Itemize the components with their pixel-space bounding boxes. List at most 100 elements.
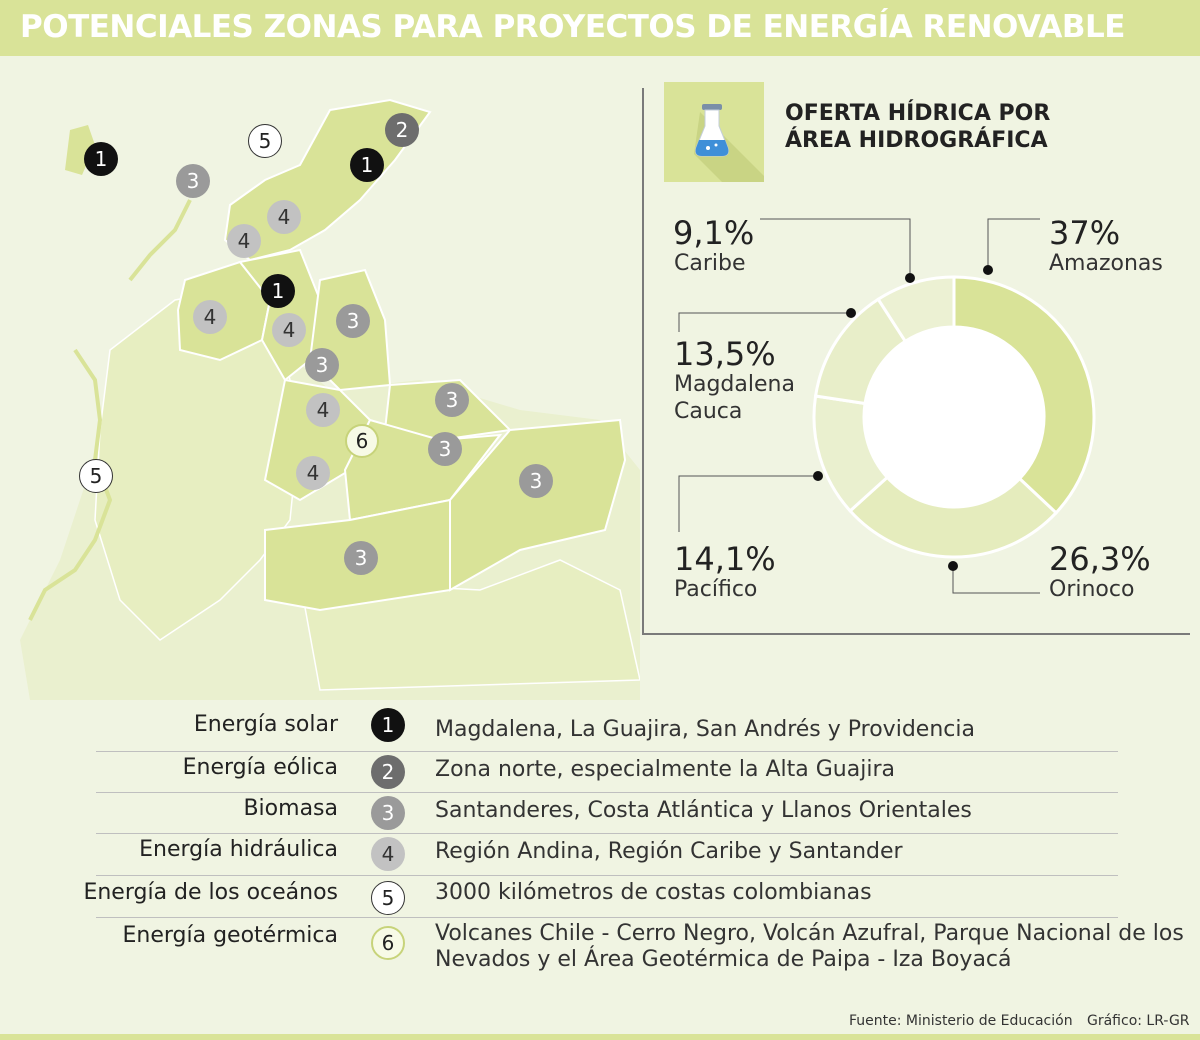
map-marker-biomasa: 3 (519, 464, 553, 498)
map-marker-oceanos: 5 (79, 459, 113, 493)
title-bar: POTENCIALES ZONAS PARA PROYECTOS DE ENER… (0, 0, 1200, 56)
legend-row-solar: Energía solar 1 Magdalena, La Guajira, S… (0, 704, 1200, 752)
map-pacific-coast (28, 348, 113, 621)
marker-label: 3 (529, 469, 543, 493)
map-marker-oceanos: 5 (248, 124, 282, 158)
legend-marker-oceanos: 5 (371, 881, 405, 915)
bottom-bar (0, 1034, 1200, 1040)
legend-name: Energía hidráulica (139, 837, 338, 862)
legend-marker-geotermica: 6 (371, 926, 405, 960)
flask-icon (694, 104, 764, 182)
legend-marker-hidraulica: 4 (371, 837, 405, 871)
slice-label-caribe-name: Caribe (674, 251, 746, 276)
map-marker-biomasa: 3 (176, 164, 210, 198)
legend-marker-label: 2 (381, 760, 395, 784)
water-supply-donut-chart (678, 218, 1096, 594)
map-marker-biomasa: 3 (428, 432, 462, 466)
legend-marker-eolica: 2 (371, 755, 405, 789)
leader-dot-pacífico (813, 471, 823, 481)
slice-label-orinoco-name: Orinoco (1049, 577, 1135, 602)
credit-text: Gráfico: LR-GR (1087, 1013, 1190, 1029)
legend-desc-line-1: Volcanes Chile - Cerro Negro, Volcán Azu… (435, 921, 1184, 946)
leader-line-pacífico (678, 475, 818, 532)
map-marker-geotermica: 6 (345, 424, 379, 458)
legend-divider (96, 875, 1118, 876)
map-marker-biomasa: 3 (305, 348, 339, 382)
legend-desc: Santanderes, Costa Atlántica y Llanos Or… (435, 798, 972, 823)
legend-desc: Zona norte, especialmente la Alta Guajir… (435, 757, 895, 782)
legend-name: Biomasa (243, 796, 338, 821)
legend-marker-biomasa: 3 (371, 796, 405, 830)
marker-label: 4 (316, 398, 330, 422)
panel-title-line-2: ÁREA HIDROGRÁFICA (785, 128, 1048, 153)
donut-slice-caribe (876, 275, 956, 344)
legend-desc: Volcanes Chile - Cerro Negro, Volcán Azu… (435, 921, 1184, 973)
legend-name: Energía solar (193, 712, 338, 737)
marker-label: 3 (438, 437, 452, 461)
leader-line-caribe (760, 218, 911, 278)
marker-label: 2 (395, 118, 409, 142)
legend-row-biomasa: Biomasa 3 Santanderes, Costa Atlántica y… (0, 793, 1200, 833)
marker-label: 1 (271, 279, 285, 303)
leader-line-orinoco (952, 566, 1040, 594)
legend-desc-line-2: Nevados y el Área Geotérmica de Paipa - … (435, 947, 1012, 972)
slice-label-orinoco-value: 26,3% (1049, 540, 1151, 578)
legend-row-geotermica: Energía geotérmica 6 Volcanes Chile - Ce… (0, 918, 1200, 978)
legend-marker-label: 1 (381, 713, 395, 737)
legend-name: Energía eólica (182, 755, 338, 780)
map-marker-hidraulica: 4 (306, 393, 340, 427)
leader-dot-caribe (905, 273, 915, 283)
legend-divider (96, 751, 1118, 752)
leader-dot-orinoco (948, 561, 958, 571)
marker-label: 1 (94, 147, 108, 171)
slice-label-amazonas-name: Amazonas (1049, 251, 1163, 276)
slice-label-pacifico-name: Pacífico (674, 577, 758, 602)
leader-dot-amazonas (983, 265, 993, 275)
panel-border-bottom (642, 633, 1190, 635)
marker-label: 1 (360, 153, 374, 177)
panel-title: OFERTA HÍDRICA POR ÁREA HIDROGRÁFICA (785, 100, 1050, 154)
slice-label-amazonas-value: 37% (1049, 214, 1121, 252)
legend-marker-label: 4 (381, 842, 395, 866)
map-marker-solar: 1 (261, 274, 295, 308)
legend-marker-label: 6 (381, 931, 395, 955)
marker-label: 5 (258, 129, 272, 153)
colombia-map (20, 98, 640, 700)
leader-dot-magdalena-cauca (846, 308, 856, 318)
slice-label-magdalena-value: 13,5% (674, 335, 776, 373)
map-marker-hidraulica: 4 (267, 200, 301, 234)
donut-slice-orinoco (848, 475, 1059, 559)
legend-desc: Magdalena, La Guajira, San Andrés y Prov… (435, 717, 975, 742)
map-uraba-coast (128, 199, 192, 282)
legend-name: Energía geotérmica (122, 923, 339, 948)
source-text: Fuente: Ministerio de Educación (849, 1013, 1073, 1029)
panel-title-line-1: OFERTA HÍDRICA POR (785, 101, 1051, 126)
donut-slice-amazonas (952, 275, 1096, 515)
slice-label-pacifico-value: 14,1% (674, 540, 776, 578)
page-title: POTENCIALES ZONAS PARA PROYECTOS DE ENER… (20, 9, 1126, 45)
slice-label-magdalena-name-2: Cauca (674, 399, 743, 424)
leader-line-magdalena-cauca (678, 312, 851, 332)
marker-label: 4 (237, 229, 251, 253)
legend-marker-label: 5 (381, 886, 395, 910)
marker-label: 3 (186, 169, 200, 193)
map-marker-solar: 1 (84, 142, 118, 176)
map-marker-hidraulica: 4 (193, 300, 227, 334)
map-marker-hidraulica: 4 (272, 313, 306, 347)
marker-label: 4 (203, 305, 217, 329)
map-marker-eolica: 2 (385, 113, 419, 147)
donut-hole (865, 328, 1043, 506)
flask-icon-box (664, 82, 764, 182)
legend-desc: 3000 kilómetros de costas colombianas (435, 880, 872, 905)
panel-border-left (642, 88, 644, 634)
marker-label: 3 (315, 353, 329, 377)
map-marker-hidraulica: 4 (296, 456, 330, 490)
legend-row-hidraulica: Energía hidráulica 4 Región Andina, Regi… (0, 834, 1200, 875)
marker-label: 4 (277, 205, 291, 229)
marker-label: 4 (306, 461, 320, 485)
marker-label: 3 (445, 388, 459, 412)
marker-label: 3 (346, 309, 360, 333)
legend-name: Energía de los oceános (83, 880, 338, 905)
leader-line-amazonas (987, 218, 1040, 270)
map-marker-biomasa: 3 (336, 304, 370, 338)
